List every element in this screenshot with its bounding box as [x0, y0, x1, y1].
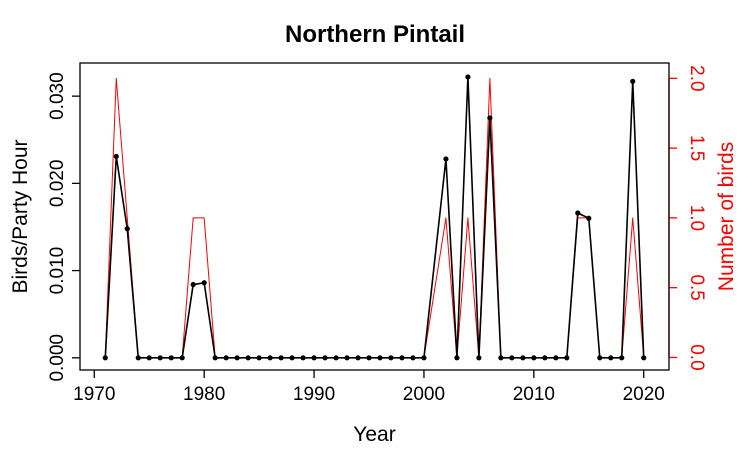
data-point — [179, 355, 185, 361]
data-point — [454, 355, 460, 361]
data-point — [399, 355, 405, 361]
data-point — [487, 115, 493, 121]
data-point — [135, 355, 141, 361]
data-point — [421, 355, 427, 361]
data-point — [586, 215, 592, 221]
data-point — [476, 355, 482, 361]
data-point — [212, 355, 218, 361]
x-tick-label: 2000 — [403, 384, 445, 405]
data-point — [322, 355, 328, 361]
data-point — [608, 355, 614, 361]
data-point — [465, 74, 471, 80]
data-point — [509, 355, 515, 361]
series-line-number-of-birds — [104, 77, 645, 358]
data-point — [102, 355, 108, 361]
x-tick-label: 1970 — [73, 384, 115, 405]
y2-tick-label: 1.5 — [686, 135, 707, 161]
plot-frame — [79, 62, 670, 371]
y2-axis-title: Number of birds — [715, 142, 738, 291]
data-point — [190, 281, 196, 288]
data-point — [333, 355, 339, 361]
axes-layer: 1970 1980 1990 2000 2010 2020 0.000 0.010 0.020 0… — [47, 65, 707, 405]
data-point — [531, 355, 537, 361]
chart-title: Northern Pintail — [285, 21, 465, 48]
data-point — [377, 355, 383, 361]
data-point — [553, 355, 559, 361]
data-point — [256, 355, 262, 361]
data-point — [267, 355, 273, 361]
y2-tick-label: 1.0 — [686, 205, 707, 231]
x-tick-label: 1990 — [293, 384, 335, 405]
data-point — [278, 355, 284, 361]
data-point — [113, 153, 119, 159]
data-point — [388, 355, 394, 361]
data-point — [157, 355, 163, 361]
x-tick-label: 2020 — [623, 384, 665, 405]
data-point — [146, 355, 152, 361]
data-point — [234, 355, 240, 361]
x-tick-label: 2010 — [513, 384, 555, 405]
data-point — [597, 355, 603, 361]
y-tick-label: 0.030 — [47, 72, 68, 120]
y2-tick-label: 0.5 — [686, 274, 707, 300]
series-layer — [102, 74, 647, 361]
x-tick-label: 1980 — [183, 384, 225, 405]
data-point — [564, 355, 570, 361]
data-point — [520, 355, 526, 361]
data-point — [344, 355, 350, 361]
data-point — [300, 355, 306, 361]
data-point — [245, 355, 251, 361]
data-point — [366, 355, 372, 361]
y2-tick-label: 0.0 — [686, 344, 707, 370]
data-point — [168, 355, 174, 361]
data-point — [355, 355, 361, 361]
data-point — [641, 355, 647, 361]
y2-tick-label: 2.0 — [686, 65, 707, 91]
data-point — [443, 156, 449, 162]
data-point — [542, 355, 548, 361]
series-line-birds-per-party-hour — [104, 76, 645, 359]
data-point — [223, 355, 229, 361]
y-tick-label: 0.020 — [47, 160, 68, 208]
data-point — [575, 210, 581, 216]
data-point — [201, 280, 207, 286]
y-axis-title: Birds/Party Hour — [9, 139, 32, 293]
data-point — [124, 226, 130, 232]
y-tick-label: 0.000 — [47, 334, 68, 382]
data-point — [498, 355, 504, 361]
data-point — [289, 355, 295, 361]
y-tick-label: 0.010 — [47, 247, 68, 295]
data-point — [619, 355, 625, 361]
data-point — [630, 78, 636, 84]
data-point — [410, 355, 416, 361]
data-point — [311, 355, 317, 361]
x-axis-title: Year — [353, 423, 395, 446]
